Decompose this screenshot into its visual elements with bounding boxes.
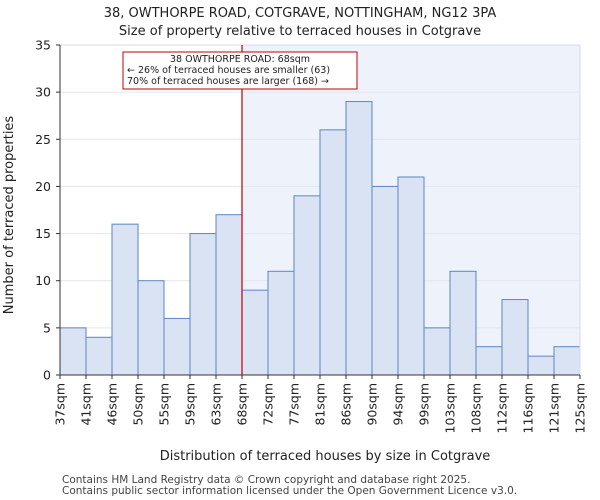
x-tick-label-81sqm: 81sqm: [313, 383, 328, 426]
bar-59sqm: [189, 233, 217, 376]
bar-37sqm: [59, 327, 87, 376]
x-tick-label-77sqm: 77sqm: [287, 383, 302, 426]
x-tick-label-90sqm: 90sqm: [365, 383, 380, 426]
footer-line1: Contains HM Land Registry data © Crown c…: [62, 474, 470, 486]
bar-108sqm: [475, 346, 503, 376]
x-tick-label-59sqm: 59sqm: [183, 383, 198, 426]
annotation-line2: ← 26% of terraced houses are smaller (63…: [127, 65, 330, 76]
y-tick-label: 5: [43, 320, 51, 335]
y-tick-label: 0: [43, 368, 51, 383]
x-tick-label-50sqm: 50sqm: [131, 383, 146, 426]
bars: [59, 101, 581, 376]
x-tick-label-99sqm: 99sqm: [417, 383, 432, 426]
x-tick-label-72sqm: 72sqm: [261, 383, 276, 426]
x-tick-label-116sqm: 116sqm: [521, 383, 536, 433]
y-tick-label: 25: [35, 132, 51, 147]
y-tick-label: 20: [35, 179, 51, 194]
x-tick-label-94sqm: 94sqm: [391, 383, 406, 426]
bar-55sqm: [163, 317, 191, 376]
bar-99sqm: [423, 327, 451, 376]
y-tick-label: 30: [35, 85, 51, 100]
chart-title-line2: Size of property relative to terraced ho…: [119, 24, 481, 39]
x-tick-label-37sqm: 37sqm: [53, 383, 68, 426]
bar-77sqm: [293, 195, 321, 376]
y-tick-label: 10: [35, 273, 51, 288]
x-axis-label: Distribution of terraced houses by size …: [160, 449, 491, 464]
annotation-border: [122, 51, 358, 90]
bar-116sqm: [527, 355, 555, 376]
bar-46sqm: [111, 223, 139, 376]
bar-103sqm: [449, 270, 477, 376]
x-tick-label-55sqm: 55sqm: [157, 383, 172, 426]
chart-title-line1: 38, OWTHORPE ROAD, COTGRAVE, NOTTINGHAM,…: [104, 6, 497, 21]
x-tick-label-121sqm: 121sqm: [547, 383, 562, 433]
bar-68sqm: [241, 289, 269, 376]
bar-112sqm: [501, 299, 529, 376]
footer-line2: Contains public sector information licen…: [62, 485, 517, 497]
bar-81sqm: [319, 129, 347, 376]
x-tick-label-46sqm: 46sqm: [105, 383, 120, 426]
y-tick-label: 15: [35, 226, 51, 241]
bar-63sqm: [215, 214, 243, 376]
annotation-line3: 70% of terraced houses are larger (168) …: [127, 76, 329, 87]
x-tick-label-108sqm: 108sqm: [469, 383, 484, 433]
x-tick-label-63sqm: 63sqm: [209, 383, 224, 426]
bar-86sqm: [345, 101, 373, 376]
x-tick-label-41sqm: 41sqm: [79, 383, 94, 426]
bar-41sqm: [85, 336, 113, 376]
bar-50sqm: [137, 280, 165, 376]
x-tick-label-86sqm: 86sqm: [339, 383, 354, 426]
x-ticks: 37sqm 41sqm 46sqm 50sqm 55sqm 59sqm 63sqm 68sqm…: [53, 375, 588, 433]
y-ticks: 0 5 10 15 20 25 30 35: [35, 38, 60, 383]
bar-121sqm: [553, 346, 581, 376]
bar-72sqm: [267, 270, 295, 376]
y-axis-label: Number of terraced properties: [2, 116, 17, 315]
x-tick-label-103sqm: 103sqm: [443, 383, 458, 433]
y-tick-label: 35: [35, 38, 51, 53]
bar-94sqm: [397, 176, 425, 376]
x-tick-label-68sqm: 68sqm: [235, 383, 250, 426]
annotation-line1: 38 OWTHORPE ROAD: 68sqm: [170, 54, 310, 65]
bar-90sqm: [371, 185, 399, 376]
x-tick-label-125sqm: 125sqm: [573, 383, 588, 433]
annotation-box: 38 OWTHORPE ROAD: 68sqm ← 26% of terrace…: [122, 51, 358, 90]
x-tick-label-112sqm: 112sqm: [495, 383, 510, 433]
